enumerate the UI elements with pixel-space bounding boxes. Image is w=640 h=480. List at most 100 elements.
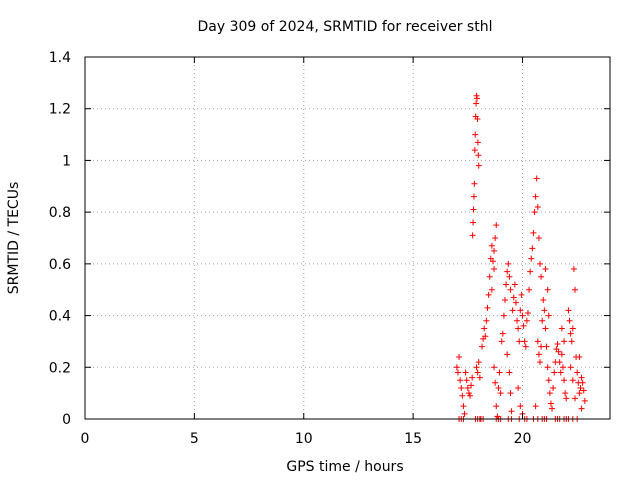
data-point: [511, 281, 518, 288]
data-point: [546, 390, 553, 397]
data-point: [491, 247, 498, 254]
data-point: [489, 258, 496, 265]
data-point: [499, 330, 506, 337]
data-point: [558, 351, 565, 358]
data-point: [510, 294, 517, 301]
data-point: [486, 273, 493, 280]
data-point: [563, 395, 570, 402]
data-point: [540, 297, 547, 304]
data-point: [561, 377, 568, 384]
data-point: [512, 299, 519, 306]
data-point: [495, 384, 502, 391]
data-point: [527, 268, 534, 275]
y-tick-label: 1.2: [49, 102, 71, 118]
data-point: [572, 395, 578, 402]
data-point: [578, 405, 585, 412]
data-point: [528, 255, 535, 262]
data-point: [522, 343, 529, 350]
data-point: [561, 338, 568, 345]
data-point: [568, 338, 575, 345]
data-point: [578, 374, 585, 381]
data-point: [475, 359, 482, 366]
data-point: [507, 390, 514, 397]
data-point: [531, 209, 538, 216]
data-point: [470, 206, 477, 213]
data-point: [502, 297, 508, 304]
data-point: [541, 307, 548, 314]
data-point: [539, 317, 546, 324]
data-point: [464, 384, 471, 391]
data-point: [562, 390, 569, 397]
data-point: [515, 384, 522, 391]
y-tick-label: 1.4: [49, 50, 71, 66]
data-point: [488, 286, 495, 293]
data-point: [537, 260, 543, 267]
data-point: [474, 369, 481, 376]
data-point: [474, 95, 480, 102]
data-point: [581, 397, 588, 404]
data-point: [572, 286, 578, 293]
data-point: [551, 369, 558, 376]
data-point: [515, 325, 522, 332]
data-point: [567, 364, 574, 371]
data-point: [542, 266, 549, 273]
data-point: [547, 400, 554, 407]
data-point: [492, 235, 499, 241]
data-point: [517, 307, 524, 314]
data-point: [470, 219, 477, 226]
data-point: [505, 260, 512, 267]
data-point: [549, 405, 556, 412]
data-point: [498, 338, 505, 345]
data-point: [463, 377, 470, 384]
x-tick-label: 5: [190, 431, 199, 447]
data-point: [526, 286, 533, 293]
data-point: [521, 338, 528, 345]
data-point: [475, 152, 482, 159]
data-point: [545, 377, 552, 384]
y-axis-label: SRMTID / TECUs: [6, 182, 22, 295]
data-point: [544, 364, 551, 371]
x-tick-label: 0: [81, 431, 90, 447]
data-point: [488, 242, 495, 249]
axis-ticks: [84, 56, 610, 420]
data-point: [530, 229, 537, 236]
data-point: [494, 413, 501, 420]
data-point: [557, 369, 564, 376]
data-point: [534, 338, 541, 345]
data-point: [542, 325, 549, 332]
data-point: [454, 369, 461, 376]
data-point: [565, 307, 572, 314]
data-point: [479, 343, 486, 350]
data-point: [516, 338, 523, 345]
data-point: [484, 304, 491, 311]
data-point: [545, 312, 552, 319]
data-point: [506, 369, 513, 376]
data-point: [569, 377, 576, 384]
data-point: [535, 235, 542, 241]
data-point: [493, 222, 500, 229]
data-point: [485, 291, 492, 298]
data-point: [577, 384, 584, 391]
y-tick-label: 0.4: [49, 309, 71, 325]
data-point: [533, 175, 540, 182]
data-point: [469, 232, 476, 239]
x-tick-label: 15: [404, 431, 422, 447]
data-point: [529, 245, 536, 252]
chart-title: Day 309 of 2024, SRMTID for receiver sth…: [198, 19, 493, 35]
data-point: [457, 377, 464, 384]
data-point: [496, 369, 503, 376]
data-point: [514, 317, 521, 324]
data-point: [534, 203, 541, 210]
data-point: [470, 193, 477, 200]
data-point: [506, 273, 513, 280]
data-point: [504, 351, 511, 358]
data-point: [469, 374, 476, 381]
y-tick-label: 0.6: [49, 257, 71, 273]
data-point: [509, 307, 516, 314]
data-point: [467, 392, 473, 399]
data-point: [576, 390, 583, 397]
y-tick-label: 0.8: [49, 205, 71, 221]
data-point: [554, 341, 561, 348]
data-point: [459, 392, 466, 399]
